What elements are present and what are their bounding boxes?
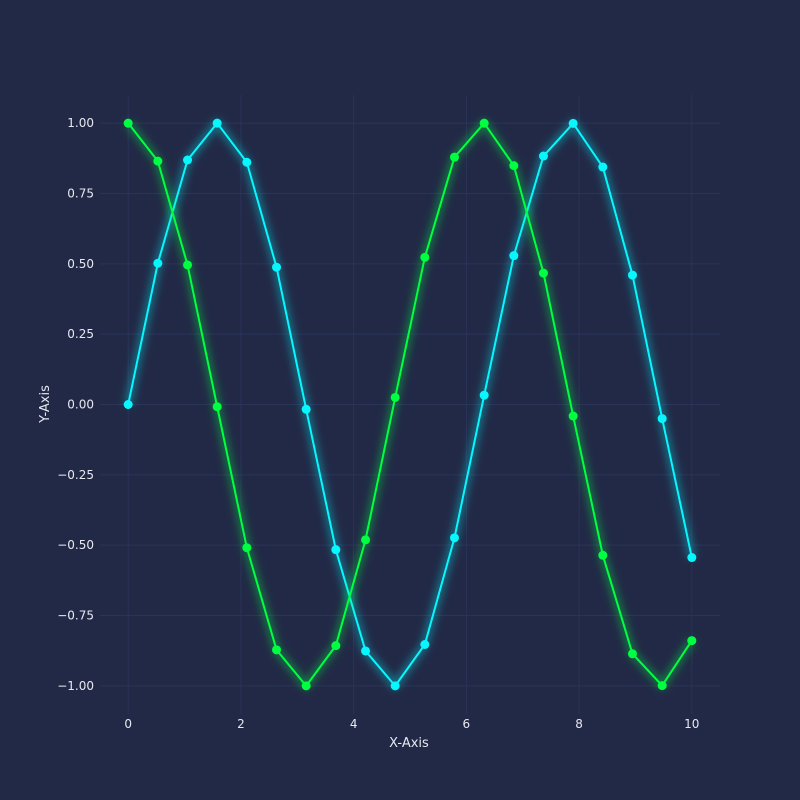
y-tick-label: −0.50: [57, 538, 94, 552]
data-point: [449, 152, 459, 162]
data-point: [301, 681, 311, 691]
data-point: [390, 681, 400, 691]
data-point: [479, 390, 489, 400]
data-point: [183, 260, 193, 270]
x-tick-label: 2: [237, 717, 245, 731]
data-point: [568, 411, 578, 421]
data-point: [272, 645, 282, 655]
data-point: [331, 641, 341, 651]
y-tick-label: 1.00: [67, 116, 94, 130]
data-point: [449, 533, 459, 543]
series-line: [127, 122, 693, 687]
data-point: [420, 252, 430, 262]
data-point: [242, 157, 252, 167]
data-point: [568, 118, 578, 128]
y-tick-label: 0.50: [67, 257, 94, 271]
x-tick-label: 10: [684, 717, 699, 731]
data-point: [538, 151, 548, 161]
data-point: [687, 553, 697, 563]
y-tick-label: 0.25: [67, 327, 94, 341]
data-point: [212, 118, 222, 128]
y-tick-label: 0.00: [67, 398, 94, 412]
data-point: [657, 681, 667, 691]
data-point: [361, 535, 371, 545]
series-2: [123, 118, 697, 691]
grid: [100, 95, 720, 714]
x-axis-label: X-Axis: [389, 736, 429, 751]
data-point: [390, 392, 400, 402]
data-point: [183, 155, 193, 165]
data-point: [420, 640, 430, 650]
data-point: [361, 646, 371, 656]
x-tick-label: 6: [463, 717, 471, 731]
data-point: [538, 268, 548, 278]
x-tick-label: 0: [124, 717, 132, 731]
y-tick-label: −1.00: [57, 679, 94, 693]
y-tick-label: −0.75: [57, 609, 94, 623]
data-point: [479, 118, 489, 128]
x-tick-label: 8: [575, 717, 583, 731]
series-line: [127, 122, 693, 687]
plot-area: [123, 118, 697, 691]
data-point: [153, 258, 163, 268]
data-point: [627, 649, 637, 659]
data-point: [657, 414, 667, 424]
data-point: [212, 402, 222, 412]
data-point: [331, 545, 341, 555]
data-point: [509, 161, 519, 171]
data-point: [242, 543, 252, 553]
x-tick-label: 4: [350, 717, 358, 731]
data-point: [301, 404, 311, 414]
data-point: [123, 118, 133, 128]
data-point: [627, 270, 637, 280]
data-point: [509, 251, 519, 261]
tick-labels: 0 2 4 6 8 10 1.00 0.75 0.50 0.25 0.00 −0.25 −0.50 −0.…: [57, 116, 699, 731]
data-point: [687, 636, 697, 646]
data-point: [598, 162, 608, 172]
series-1: [123, 118, 697, 691]
data-point: [153, 156, 163, 166]
y-axis-label: Y-Axis: [38, 385, 53, 424]
y-tick-label: 0.75: [67, 186, 94, 200]
data-point: [123, 400, 133, 409]
y-tick-label: −0.25: [57, 468, 94, 482]
data-point: [272, 262, 282, 272]
data-point: [598, 550, 608, 560]
